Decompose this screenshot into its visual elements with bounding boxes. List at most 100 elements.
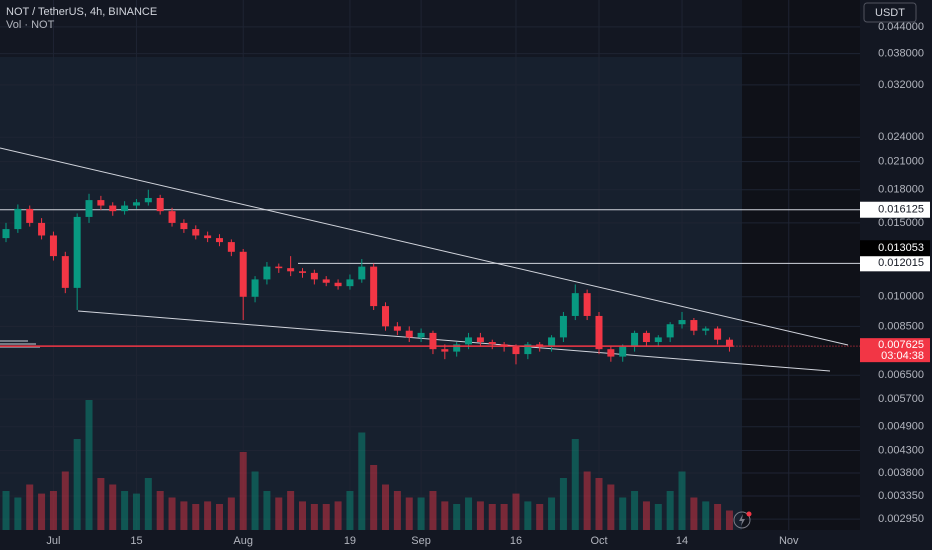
volume-bar — [2, 491, 10, 530]
volume-bar — [512, 493, 520, 530]
volume-bar — [714, 504, 722, 530]
candle-body — [251, 279, 259, 297]
candle-body — [619, 346, 627, 357]
x-tick-label: 19 — [344, 535, 356, 547]
candle-body — [559, 315, 567, 338]
candle-body — [595, 315, 603, 350]
volume-bar — [725, 510, 733, 530]
y-tick-label: 0.044000 — [878, 21, 924, 33]
volume-bar — [571, 439, 579, 530]
candle-body — [14, 208, 22, 230]
candle-body — [2, 229, 10, 239]
volume-bar — [370, 465, 378, 530]
volume-bar — [239, 452, 247, 530]
marker-price-box — [860, 240, 930, 257]
candle-body — [322, 279, 330, 283]
candle-body — [346, 279, 354, 287]
volume-bar — [121, 491, 129, 530]
volume-bar — [690, 497, 698, 530]
future-area — [742, 0, 860, 530]
current-price-label: 0.007625 — [878, 339, 924, 351]
candle-body — [690, 320, 698, 331]
volume-bar — [263, 491, 271, 530]
volume-bar — [49, 491, 57, 530]
candle-body — [702, 328, 710, 331]
profile-bar — [0, 340, 28, 342]
candle-body — [310, 272, 318, 280]
candle-body — [441, 349, 449, 352]
volume-bar — [666, 491, 674, 530]
volume-bar — [109, 484, 117, 530]
volume-bar — [702, 501, 710, 530]
y-tick-label: 0.015000 — [878, 217, 924, 229]
x-tick-label: Aug — [233, 535, 253, 547]
candle-body — [358, 266, 366, 280]
volume-bar — [488, 504, 496, 530]
volume-bar — [382, 484, 390, 530]
candle-body — [180, 222, 188, 230]
volume-bar — [299, 501, 306, 530]
candle-body — [168, 211, 176, 223]
volume-bar — [619, 497, 627, 530]
volume-bar — [180, 501, 188, 530]
candle-body — [275, 266, 283, 269]
y-tick-label: 0.032000 — [878, 79, 924, 91]
candle-body — [26, 208, 34, 223]
candle-body — [524, 344, 532, 355]
currency-label[interactable]: USDT — [875, 7, 905, 19]
x-tick-label: Jul — [46, 535, 60, 547]
volume-bar — [465, 497, 473, 530]
x-tick-label: Sep — [411, 535, 431, 547]
volume-bar — [642, 501, 650, 530]
volume-bar — [334, 501, 342, 530]
candle-body — [85, 200, 93, 217]
volume-bar — [654, 504, 662, 530]
y-tick-label: 0.010000 — [878, 291, 924, 303]
volume-bar — [393, 491, 401, 530]
trend-line — [77, 310, 831, 372]
candle-body — [512, 346, 520, 355]
profile-bar — [0, 343, 36, 345]
y-tick-label: 0.005700 — [878, 393, 924, 405]
candle-body — [49, 235, 57, 257]
candle-body — [156, 197, 164, 212]
volume-bar — [275, 497, 283, 530]
volume-bar — [583, 471, 591, 530]
currency-button[interactable] — [863, 2, 917, 23]
y-tick-label: 0.021000 — [878, 156, 924, 168]
volume-bar — [132, 493, 140, 530]
volume-bar — [417, 497, 425, 530]
candle-body — [144, 197, 152, 203]
y-tick-label: 0.004300 — [878, 444, 924, 456]
candle-body — [97, 200, 105, 206]
volume-bar — [429, 491, 437, 530]
y-tick-label: 0.003800 — [878, 467, 924, 479]
x-tick-label: 15 — [130, 535, 142, 547]
replay-icon[interactable] — [733, 511, 751, 529]
candle-body — [132, 202, 140, 206]
current-price-box — [860, 338, 930, 363]
candles — [2, 189, 733, 365]
candle-body — [73, 216, 81, 288]
candle-body — [227, 242, 235, 252]
candle-body — [476, 337, 484, 343]
volume-bar — [97, 478, 105, 530]
candle-body — [204, 235, 212, 239]
volume — [2, 400, 733, 530]
y-tick-label: 0.002950 — [878, 513, 924, 525]
y-tick-label: 0.018000 — [878, 184, 924, 196]
notification-dot — [746, 511, 752, 517]
candle-body — [287, 268, 295, 272]
volume-bar — [310, 504, 318, 530]
y-tick-label: 0.003350 — [878, 490, 924, 502]
volume-bar — [453, 504, 461, 530]
y-tick-label: 0.024000 — [878, 131, 924, 143]
volume-bar — [441, 501, 449, 530]
candle-body — [393, 326, 401, 331]
volume-bar — [631, 491, 639, 530]
volume-bar — [144, 478, 152, 530]
candle-body — [61, 256, 69, 288]
candle-body — [429, 332, 437, 350]
